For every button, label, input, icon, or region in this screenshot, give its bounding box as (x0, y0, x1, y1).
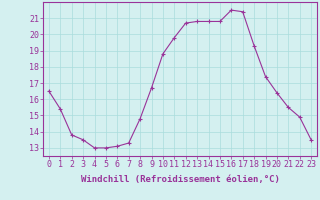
X-axis label: Windchill (Refroidissement éolien,°C): Windchill (Refroidissement éolien,°C) (81, 175, 279, 184)
